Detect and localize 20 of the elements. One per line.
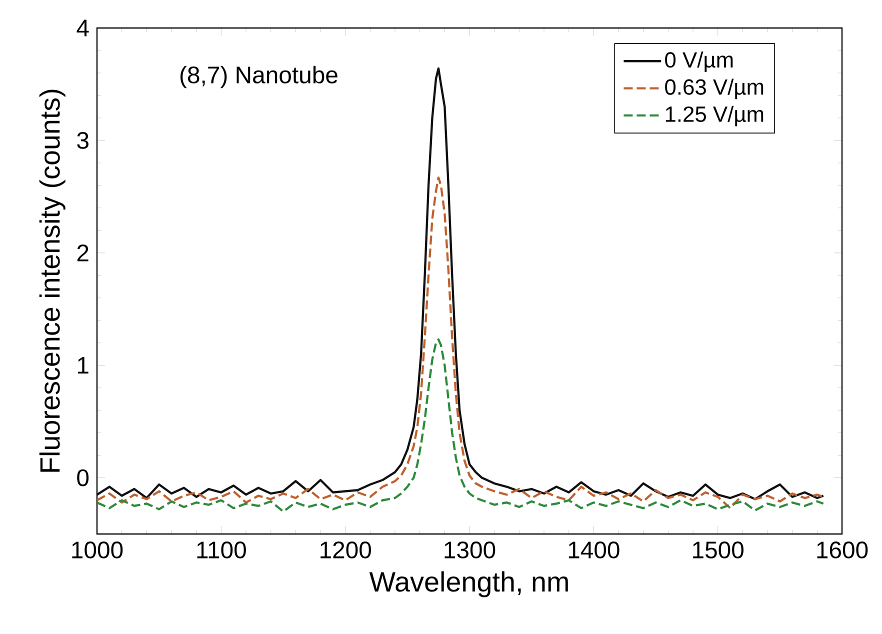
line-series — [97, 176, 824, 510]
x-tick-label: 1000 — [72, 542, 123, 558]
x-tick-label: 1500 — [693, 542, 744, 558]
legend-label: 0.63 V/µm — [665, 78, 764, 100]
y-tick-label: 4 — [76, 20, 89, 36]
legend-label: 1.25 V/µm — [666, 106, 764, 126]
y-tick-label: 0 — [77, 469, 89, 486]
x-tick-label: 1300 — [444, 542, 496, 558]
x-tick-label: 1400 — [568, 542, 620, 558]
y-tick-label: 1 — [78, 357, 88, 374]
x-tick-label: 1100 — [197, 542, 246, 558]
annotation: (8,7) Nanotube — [180, 66, 338, 88]
y-tick-label: 2 — [77, 244, 88, 262]
x-tick-label: 1600 — [817, 542, 868, 558]
y-tick-label: 3 — [77, 132, 88, 149]
legend-label: 0 V/µm — [665, 52, 733, 72]
y-axis-title: Fluorescence intensity (counts) — [39, 90, 66, 472]
line-series — [97, 338, 824, 513]
x-tick-label: 1200 — [320, 542, 371, 558]
x-axis-title: Wavelength, nm — [369, 571, 568, 598]
